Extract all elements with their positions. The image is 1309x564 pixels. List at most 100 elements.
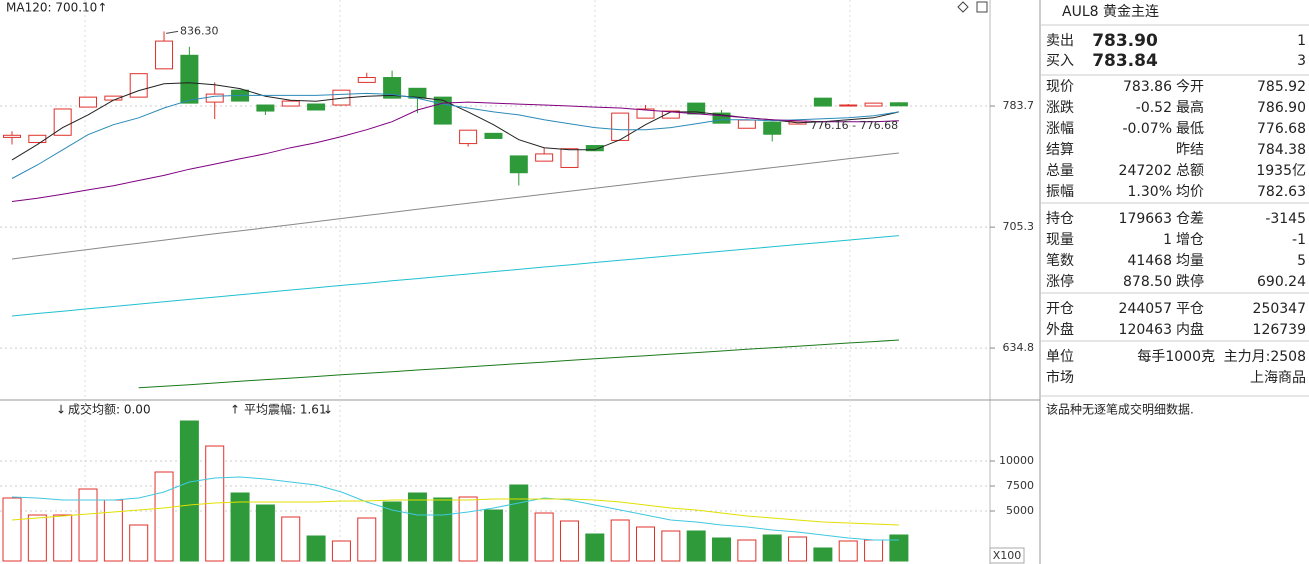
quote-label: 结算 [1046,142,1074,158]
quote-label: 昨结 [1176,142,1204,158]
candle-body [611,112,630,141]
volume-bar [357,517,377,562]
quote-value: 1935亿 [1256,163,1306,179]
quote-value: 每手1000克 [1137,349,1215,365]
candle-body [129,73,148,98]
candle-body [256,104,275,112]
pointer [165,30,179,34]
quote-value: 主力月:2508 [1224,349,1306,365]
volume-bar [838,540,858,562]
candle-body [205,93,224,103]
volume-bar [2,497,22,562]
vol-info: 成交均额: 0.00 [68,402,151,417]
candle-body [307,103,326,111]
candle-body [763,121,782,135]
volume-bar [154,471,174,562]
quote-label: 跌停 [1176,273,1204,290]
volume-bar [129,524,149,562]
volume-bar [179,420,199,562]
candle-body [433,96,452,125]
quote-value: 244057 [1119,301,1172,317]
quote-value: -1 [1292,232,1306,248]
multiplier: X100 [993,549,1022,562]
candle-body [889,102,908,107]
quote-label: 均量 [1176,253,1204,269]
quote-value: 783.86 [1123,79,1172,95]
candle-body [839,104,858,107]
quote-value: 1.30% [1128,184,1172,200]
ma-line [11,152,899,260]
buy-price: 783.84 [1092,51,1158,71]
quote-label: 现量 [1046,232,1074,248]
volume-bar [27,514,47,562]
ma-line [11,498,899,526]
volume-bar [433,497,453,562]
candle-body [155,40,174,70]
sell-qty: 1 [1297,33,1306,49]
quote-value: 250347 [1253,301,1306,317]
ma-line [11,92,899,179]
quote-value: 784.38 [1257,142,1306,158]
volume-bar [737,539,757,562]
vol-info: 平均震幅: 1.61 [244,402,327,417]
ma-label: MA120: 700.10↑ [6,1,107,15]
volume-bar [382,501,402,562]
quote-label: 单位 [1046,349,1074,365]
volume-bar [78,488,98,562]
quote-value: -3145 [1265,211,1306,227]
quote-label: 平仓 [1176,301,1204,317]
quote-value: 5 [1297,253,1306,269]
candle-body [509,155,528,174]
ma-line [11,235,899,317]
volume-bar [864,539,884,562]
candle-body [28,134,47,144]
quote-label: 最低 [1176,121,1204,137]
quote-value: 41468 [1127,253,1172,269]
quote-value: 878.50 [1123,274,1172,290]
quote-value: -0.07% [1122,121,1172,137]
candle-body [636,108,655,119]
quote-value: 上海商品 [1250,370,1306,386]
quote-label: 外盘 [1046,321,1074,338]
volume-bar [255,504,275,562]
volume-bar [230,492,250,562]
candle-body [585,145,604,152]
volume-bar [661,530,681,562]
volume-bar [509,484,529,562]
low-annotation: 776.16 - 776.68 [810,119,898,132]
icon-diamond[interactable] [957,1,969,13]
quote-label: 卖出 [1046,33,1074,49]
volume-bar [686,530,706,562]
buy-qty: 3 [1297,53,1306,69]
quote-value: 1 [1163,232,1172,248]
volume-bar [712,537,732,562]
quote-label: 笔数 [1046,253,1074,269]
candle-body [712,112,731,124]
quote-value: -0.52 [1136,100,1172,116]
quote-value: 786.90 [1257,100,1306,116]
volume-bar [407,492,427,562]
quote-value: 247202 [1119,163,1172,179]
sell-price: 783.90 [1092,31,1158,51]
ma-line [11,476,899,541]
candle-body [813,97,832,107]
icon-square[interactable] [976,1,988,13]
volume-bar [458,496,478,562]
quote-value: 120463 [1119,322,1172,338]
volume-bar [636,526,655,562]
volume-bar [585,533,605,562]
ma-line [11,101,899,202]
y-tick-label: 634.8 [1003,341,1035,354]
quote-title: AUL8 黄金主连 [1062,3,1159,20]
y-tick-label: 705.3 [1003,220,1035,233]
y-tick-label: 783.7 [1003,99,1035,112]
y-tick-label: 10000 [999,454,1034,467]
candle-body [737,119,756,129]
volume-bar [331,540,351,562]
candle-body [180,54,199,104]
quote-label: 今开 [1176,79,1204,95]
candle-body [281,100,300,107]
candle-body [3,134,21,138]
arrow: ↓ [56,403,66,417]
